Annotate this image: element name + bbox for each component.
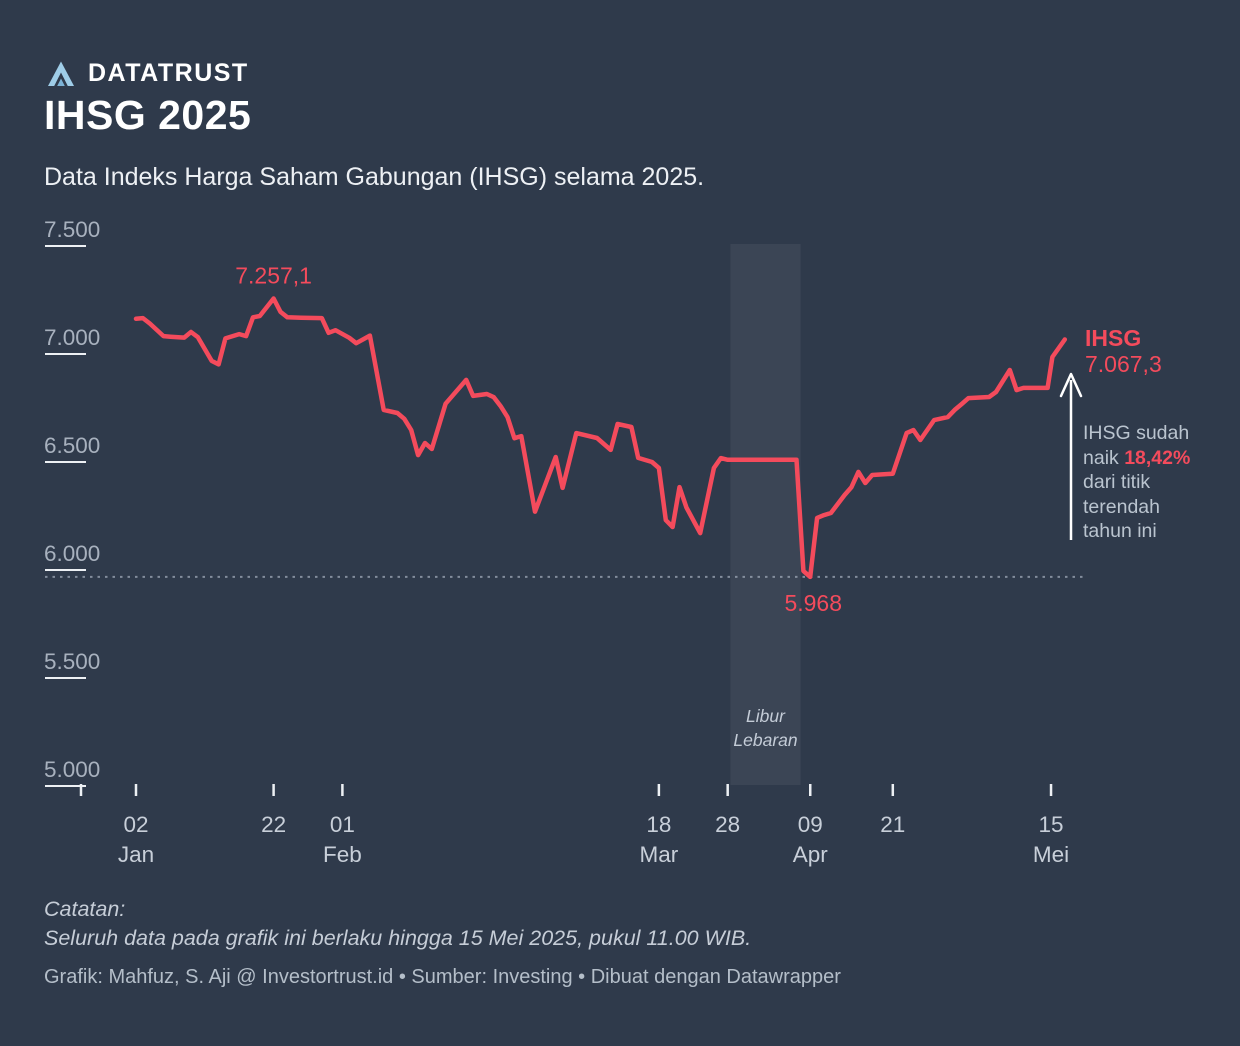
x-axis-day-label: 15 <box>1039 812 1064 837</box>
brand: DATATRUST <box>44 58 249 88</box>
gain-annotation-after: dari titik terendah tahun ini <box>1083 471 1160 542</box>
x-axis-day-label: 18 <box>646 812 671 837</box>
x-axis-day-label: 28 <box>715 812 740 837</box>
note-text: Seluruh data pada grafik ini berlaku hin… <box>44 926 752 950</box>
series-end-value-label: 7.067,3 <box>1085 351 1162 377</box>
low-value-label: 5.968 <box>784 590 842 616</box>
note-label: Catatan: <box>44 897 126 921</box>
y-axis-label: 5.500 <box>44 649 100 674</box>
credit-line: Grafik: Mahfuz, S. Aji @ Investortrust.i… <box>44 966 841 988</box>
x-axis-month-label: Feb <box>323 842 362 867</box>
holiday-band-label: Libur <box>746 706 786 726</box>
datatrust-logo-icon <box>48 61 74 86</box>
x-axis-day-label: 09 <box>798 812 823 837</box>
x-axis-day-label: 02 <box>123 812 148 837</box>
holiday-band-label: Lebaran <box>733 730 797 750</box>
series-end-name-label: IHSG <box>1085 325 1141 351</box>
y-axis-label: 7.000 <box>44 325 100 350</box>
y-axis-label: 5.000 <box>44 757 100 782</box>
chart-subtitle: Data Indeks Harga Saham Gabungan (IHSG) … <box>44 163 705 191</box>
gain-annotation-before: IHSG sudah naik <box>1083 422 1190 469</box>
x-axis-month-label: Mar <box>640 842 679 867</box>
holiday-band <box>730 244 801 785</box>
ihsg-line-series <box>133 296 1068 580</box>
gain-arrow-head-icon <box>1059 372 1083 398</box>
gain-percentage: 18,42% <box>1124 446 1191 469</box>
x-axis-month-label: Apr <box>793 842 829 867</box>
gain-annotation: IHSG sudah naik 18,42% dari titik terend… <box>1083 421 1203 544</box>
x-axis-day-label: 01 <box>330 812 355 837</box>
x-axis-day-label: 22 <box>261 812 286 837</box>
y-axis-label: 7.500 <box>44 217 100 242</box>
brand-name: DATATRUST <box>88 58 249 87</box>
x-axis-month-label: Jan <box>118 842 154 867</box>
x-axis-month-label: Mei <box>1033 842 1069 867</box>
page-title: IHSG 2025 <box>44 92 252 138</box>
x-axis-day-label: 21 <box>880 812 905 837</box>
y-axis-label: 6.500 <box>44 433 100 458</box>
peak-value-label: 7.257,1 <box>235 262 312 288</box>
y-axis-label: 6.000 <box>44 541 100 566</box>
